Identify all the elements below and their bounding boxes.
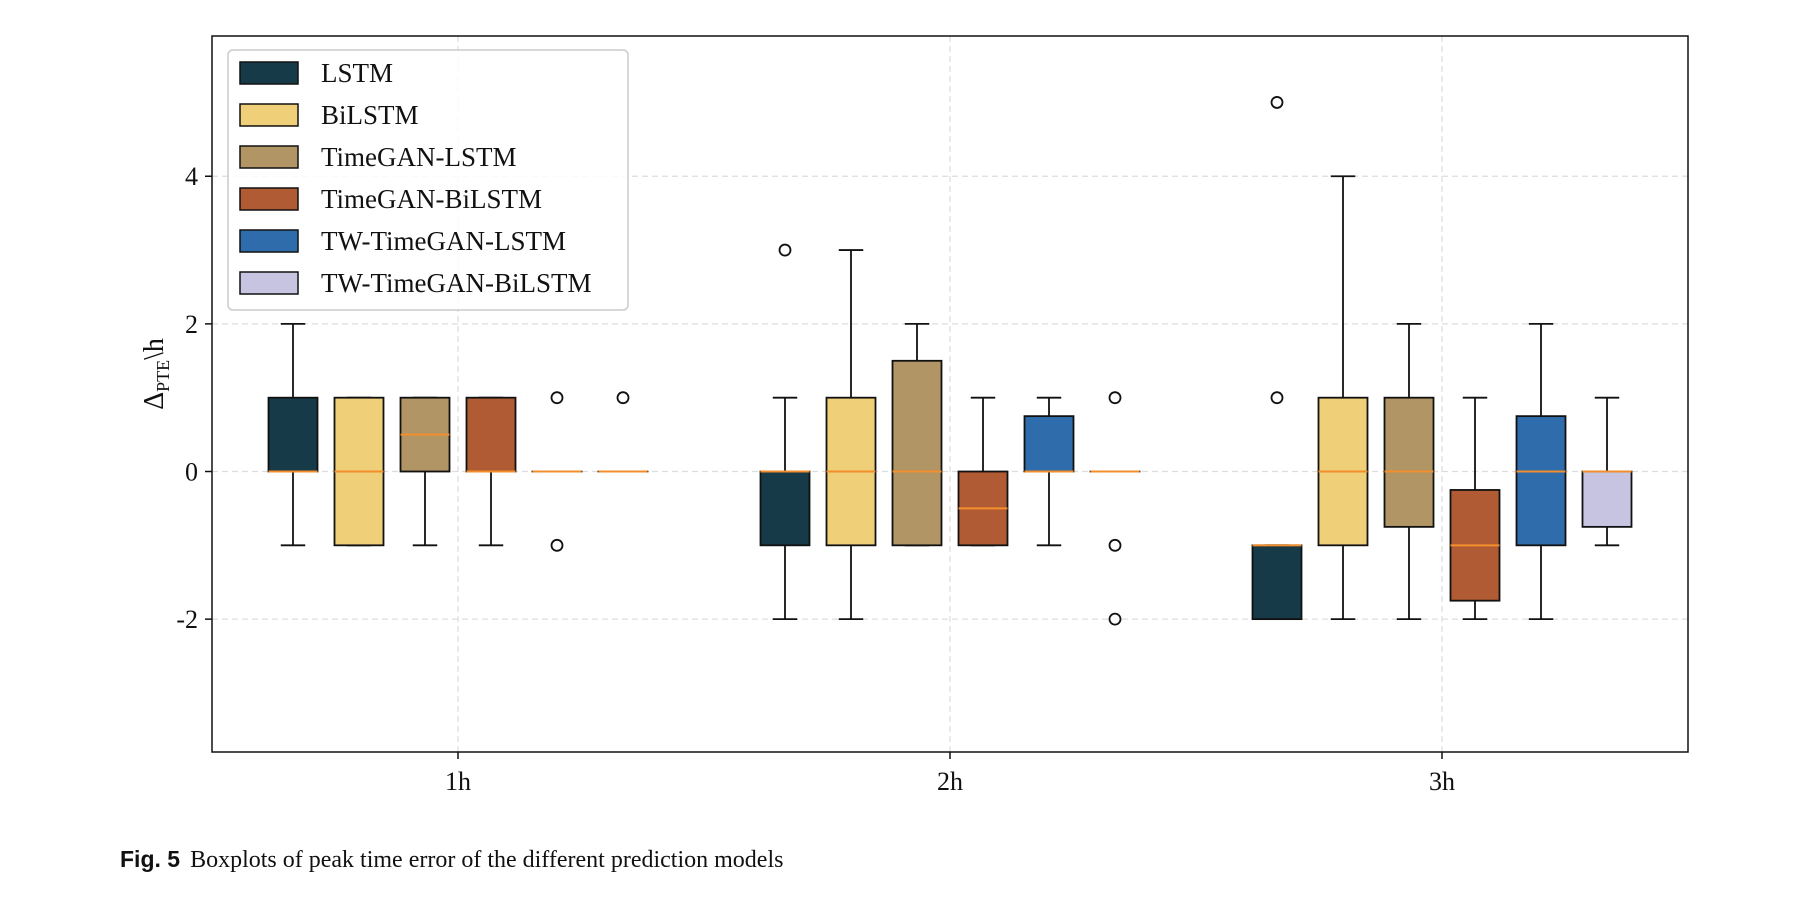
- legend-frame: [227, 49, 629, 311]
- box-body: [1515, 415, 1567, 547]
- legend-label: BiLSTM: [321, 100, 419, 130]
- figure-caption: Fig. 5 Boxplots of peak time error of the…: [120, 846, 783, 874]
- legend-label: LSTM: [321, 58, 393, 88]
- outlier-point: [550, 538, 564, 552]
- legend-swatch: [239, 103, 299, 127]
- box-timegan-bilstm-1h: [465, 396, 517, 547]
- box-timegan-lstm-3h: [1383, 322, 1435, 621]
- box-lstm-2h: [759, 243, 811, 621]
- box-bilstm-2h: [825, 249, 877, 621]
- box-bilstm-3h: [1317, 175, 1369, 621]
- box-tw-timegan-bilstm-1h: [597, 391, 649, 473]
- outlier-point: [550, 391, 564, 405]
- outlier-point: [1108, 538, 1122, 552]
- legend: LSTM BiLSTM TimeGAN-LSTM TimeGAN-BiLSTM TW-T…: [227, 49, 629, 311]
- caption-text: Boxplots of peak time error of the diffe…: [190, 847, 784, 873]
- box-body: [1023, 415, 1075, 473]
- box-body: [1383, 396, 1435, 528]
- outlier-point: [1270, 96, 1284, 109]
- y-axis-label: ΔPTE\h: [139, 338, 173, 410]
- box-body: [267, 396, 319, 473]
- legend-label: TimeGAN-LSTM: [321, 142, 517, 172]
- box-tw-timegan-bilstm-3h: [1581, 396, 1633, 547]
- y-tick-label: -2: [176, 605, 198, 634]
- y-tick-label: 0: [185, 458, 198, 487]
- box-lstm-3h: [1251, 96, 1303, 621]
- box-body: [891, 359, 943, 547]
- legend-label: TW-TimeGAN-LSTM: [321, 226, 566, 256]
- box-tw-timegan-bilstm-2h: [1089, 391, 1141, 626]
- box-timegan-lstm-1h: [399, 396, 451, 547]
- y-tick-label: 4: [185, 162, 198, 191]
- box-tw-timegan-lstm-1h: [531, 391, 583, 552]
- legend-label: TimeGAN-BiLSTM: [321, 184, 542, 214]
- x-tick-label: 3h: [1429, 767, 1455, 796]
- box-lstm-1h: [267, 322, 319, 547]
- outlier-point: [1108, 612, 1122, 626]
- x-tick-label: 1h: [445, 767, 471, 796]
- box-body: [465, 396, 517, 473]
- boxplot-chart: -2 0 2 4 1h 2h 3h LSTM BiLSTM TimeGAN-LSTM TimeGA…: [139, 35, 1689, 796]
- box-tw-timegan-lstm-2h: [1023, 396, 1075, 547]
- box-body: [1581, 470, 1633, 528]
- box-timegan-lstm-2h: [891, 322, 943, 547]
- box-body: [759, 470, 811, 547]
- box-timegan-bilstm-3h: [1449, 396, 1501, 621]
- axes: -2 0 2 4 1h 2h 3h: [176, 162, 1455, 796]
- legend-swatch: [239, 271, 299, 295]
- box-timegan-bilstm-2h: [957, 396, 1009, 547]
- legend-swatch: [239, 229, 299, 253]
- boxes: [267, 96, 1633, 626]
- legend-swatch: [239, 187, 299, 211]
- outlier-point: [778, 243, 792, 257]
- outlier-point: [616, 391, 630, 405]
- legend-swatch: [239, 61, 299, 85]
- box-body: [1251, 544, 1303, 621]
- figure-label: Fig. 5: [120, 846, 181, 872]
- outlier-point: [1270, 391, 1284, 405]
- legend-swatch: [239, 145, 299, 169]
- outlier-point: [1108, 391, 1122, 405]
- y-tick-label: 2: [185, 310, 198, 339]
- box-bilstm-1h: [333, 396, 385, 547]
- legend-label: TW-TimeGAN-BiLSTM: [321, 268, 592, 298]
- x-tick-label: 2h: [937, 767, 963, 796]
- box-tw-timegan-lstm-3h: [1515, 322, 1567, 621]
